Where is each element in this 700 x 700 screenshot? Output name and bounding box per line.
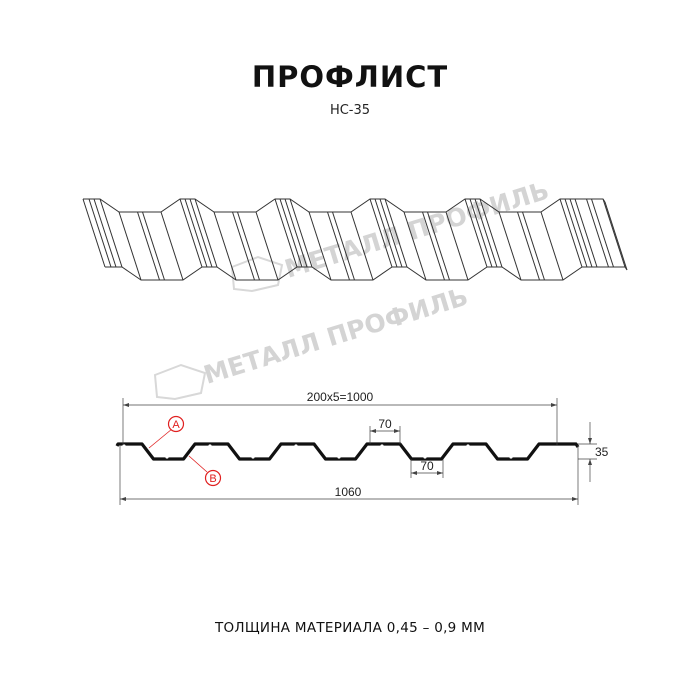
sheet-front-edge — [105, 266, 628, 281]
sheet-rib-line — [522, 211, 545, 281]
sheet-fold-line — [118, 211, 142, 281]
watermark-logo-icon — [230, 255, 284, 293]
watermark-logo-icon — [153, 363, 207, 401]
stiffening-rib — [122, 444, 126, 448]
sheet-rib-line — [422, 211, 445, 281]
stiffening-rib — [165, 455, 169, 459]
sheet-rib-line — [569, 198, 593, 268]
sheet-fold-line — [82, 198, 106, 268]
sheet-fold-line — [384, 198, 408, 268]
sheet-fold-line — [99, 198, 123, 268]
marker-a-label: A — [172, 419, 180, 431]
sheet-fold-line — [464, 198, 488, 268]
sheet-fold-line — [540, 211, 564, 281]
profile-model: НС-35 — [329, 103, 371, 118]
sheet-fold-line — [255, 211, 279, 281]
dim-label-height: 35 — [595, 445, 609, 459]
sheet-fold-line — [369, 198, 393, 268]
sheet-rib-line — [517, 211, 540, 281]
stiffening-rib — [294, 444, 298, 448]
marker-b: B — [188, 455, 222, 487]
watermark-top: МЕТАЛЛ ПРОФИЛЬ — [230, 176, 552, 293]
watermark-text: МЕТАЛЛ ПРОФИЛЬ — [200, 282, 471, 390]
sheet-rib-line — [327, 211, 350, 281]
sheet-fold-line — [498, 211, 522, 281]
stiffening-rib — [208, 444, 212, 448]
sheet-rib-line — [189, 198, 213, 268]
sheet-rib-line — [374, 198, 398, 268]
dim-label-bottom-width: 70 — [420, 459, 434, 473]
sheet-fold-line — [213, 211, 237, 281]
dim-label-total: 1060 — [335, 485, 362, 499]
sheet-rib-line — [427, 211, 450, 281]
sheet-rib-line — [379, 198, 403, 268]
sheet-rib-line — [137, 211, 160, 281]
sheet-fold-line — [604, 201, 628, 271]
sheet-fold-line — [403, 211, 427, 281]
sheet-fold-line — [194, 198, 218, 268]
dimension-arrows — [120, 403, 592, 501]
sheet-fold-line — [289, 198, 313, 268]
sheet-rib-line — [184, 198, 208, 268]
stiffening-rib — [466, 444, 470, 448]
sheet-3d-view — [82, 198, 628, 281]
sheet-rib-line — [88, 198, 112, 268]
sheet-rib-line — [279, 198, 303, 268]
profile-cross-section — [115, 442, 580, 461]
sheet-fold-line — [350, 211, 374, 281]
sheet-fold-line — [479, 198, 503, 268]
sheet-back-edge — [83, 198, 606, 213]
marker-a: A — [148, 415, 185, 449]
sheet-fold-line — [160, 211, 184, 281]
marker-b-label: B — [209, 473, 216, 485]
watermark-text: МЕТАЛЛ ПРОФИЛЬ — [281, 176, 552, 284]
dimension-lines — [119, 398, 597, 505]
sheet-fold-line — [445, 211, 469, 281]
sheet-rib-line — [591, 198, 614, 268]
sheet-rib-line — [469, 198, 493, 268]
dim-label-top-width: 70 — [378, 417, 392, 431]
sheet-fold-line — [274, 198, 298, 268]
sheet-rib-line — [332, 211, 355, 281]
sheet-rib-line — [237, 211, 260, 281]
sheet-fold-line — [308, 211, 332, 281]
watermark-bottom: МЕТАЛЛ ПРОФИЛЬ — [153, 282, 471, 401]
stiffening-rib — [509, 455, 513, 459]
sheet-rib-line — [564, 198, 588, 268]
sheet-fold-line — [574, 198, 598, 268]
sheet-rib-line — [586, 198, 609, 268]
material-thickness-note: ТОЛЩИНА МАТЕРИАЛА 0,45 – 0,9 ММ — [214, 620, 486, 636]
sheet-fold-line — [602, 198, 626, 268]
sheet-rib-line — [284, 198, 308, 268]
sheet-rib-line — [232, 211, 255, 281]
sheet-rib-line — [474, 198, 498, 268]
sheet-fold-line — [559, 198, 583, 268]
sheet-fold-line — [179, 198, 203, 268]
stiffening-rib — [251, 455, 255, 459]
page-title: ПРОФЛИСТ — [251, 60, 449, 94]
profile-line — [115, 442, 580, 461]
stiffening-rib — [337, 455, 341, 459]
stiffening-rib — [380, 444, 384, 448]
stiffening-rib — [423, 455, 427, 459]
sheet-rib-line — [142, 211, 165, 281]
sheet-rib-line — [93, 198, 117, 268]
dim-label-pitch: 200x5=1000 — [307, 390, 374, 404]
